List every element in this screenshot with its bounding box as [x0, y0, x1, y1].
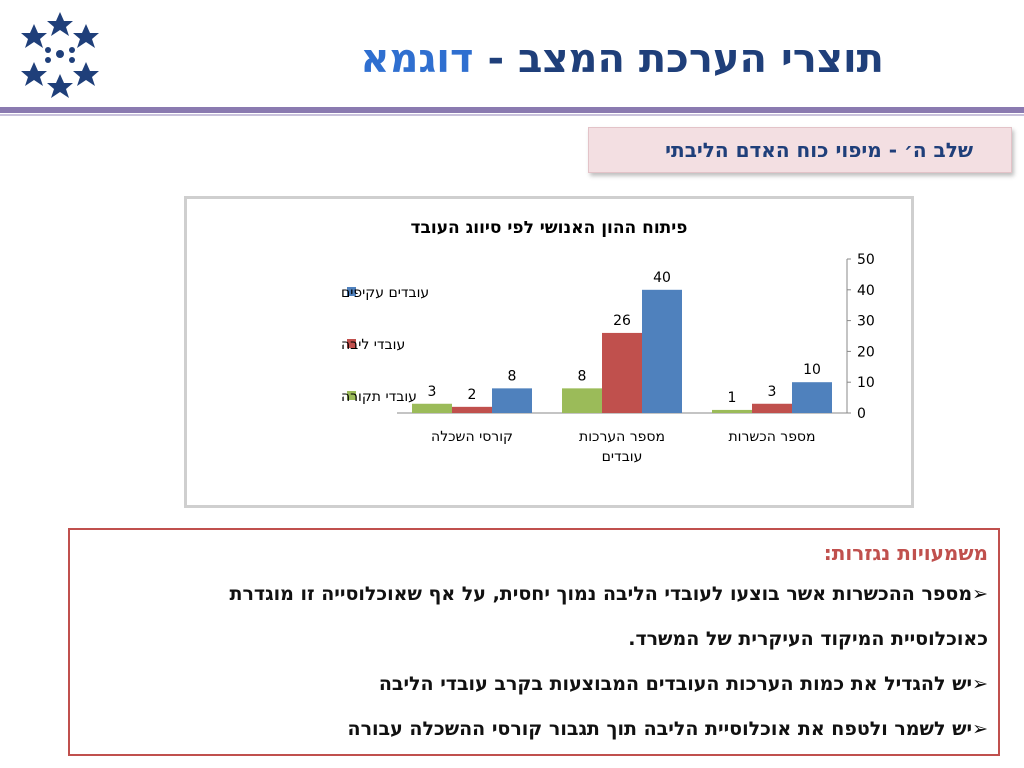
- bullet-arrow-icon: ➢: [972, 673, 988, 695]
- bar-chart: פיתוח ההון האנושי לפי סיווג העובד 0 10 20 30…: [341, 218, 875, 465]
- header-divider-thin: [0, 114, 1024, 116]
- y-tick-label: 10: [857, 375, 875, 391]
- notes-item-3: ➢יש לשמר ולטפח את אוכלוסיית הליבה תוך תג…: [84, 707, 988, 752]
- bar: [492, 388, 532, 413]
- data-label: 8: [508, 368, 517, 384]
- bullet-arrow-icon: ➢: [972, 583, 988, 605]
- legend-swatch: [347, 391, 356, 400]
- bar: [712, 409, 752, 413]
- data-label: 40: [653, 270, 671, 286]
- chart-title: פיתוח ההון האנושי לפי סיווג העובד: [411, 218, 688, 238]
- notes-item-2-text: יש להגדיל את כמות הערכות העובדים המבוצעו…: [378, 673, 973, 695]
- ministry-logo-icon: [21, 12, 99, 98]
- header-divider: [0, 107, 1024, 113]
- bar: [452, 406, 492, 413]
- legend-label: עובדי תקורה: [341, 389, 417, 405]
- y-tick-label: 50: [857, 252, 875, 268]
- data-label: 2: [468, 387, 477, 403]
- category-label: מספר הכשרות: [728, 429, 815, 445]
- legend-swatch: [347, 287, 356, 296]
- data-label: 26: [613, 313, 631, 329]
- notes-item-3-text: יש לשמר ולטפח את אוכלוסיית הליבה תוך תגב…: [347, 718, 973, 740]
- legend-swatch: [347, 339, 356, 348]
- chart-frame: פיתוח ההון האנושי לפי סיווג העובד 0 10 20 30…: [184, 196, 914, 508]
- category-label: מספר הערכות: [579, 429, 665, 445]
- page-title: תוצרי הערכת המצב - דוגמא: [360, 36, 884, 82]
- y-tick-label: 40: [857, 283, 875, 299]
- bar: [752, 403, 792, 413]
- data-label: 8: [578, 368, 587, 384]
- page-title-accent: דוגמא: [360, 36, 474, 82]
- data-label: 10: [803, 362, 821, 378]
- stage-label: שלב ה׳ - מיפוי כוח האדם הליבתי: [665, 138, 973, 162]
- derived-implications-box: משמעויות נגזרות: ➢מספר ההכשרות אשר בוצעו…: [68, 528, 1000, 756]
- notes-item-2: ➢יש להגדיל את כמות הערכות העובדים המבוצע…: [84, 662, 988, 707]
- stage-label-box: שלב ה׳ - מיפוי כוח האדם הליבתי: [588, 127, 1012, 173]
- bar: [412, 403, 452, 413]
- y-tick-label: 20: [857, 344, 875, 360]
- category-label: עובדים: [602, 449, 643, 465]
- category-label: קורסי השכלה: [431, 429, 513, 445]
- bar: [642, 289, 682, 413]
- data-label: 1: [728, 390, 737, 406]
- data-label: 3: [428, 384, 437, 400]
- notes-item-1: ➢מספר ההכשרות אשר בוצעו לעובדי הליבה נמו…: [84, 572, 988, 617]
- chart-area: פיתוח ההון האנושי לפי סיווג העובד 0 10 20 30…: [187, 199, 911, 505]
- notes-heading: משמעויות נגזרות:: [823, 541, 988, 565]
- data-label: 3: [768, 384, 777, 400]
- notes-item-1-continuation: כאוכלוסיית המיקוד העיקרית של המשרד.: [628, 628, 988, 650]
- notes-item-1-text: מספר ההכשרות אשר בוצעו לעובדי הליבה נמוך…: [229, 583, 973, 605]
- bar: [562, 388, 602, 413]
- y-tick-label: 0: [857, 406, 866, 422]
- legend-label: עובדים עקיפים: [341, 285, 429, 301]
- y-tick-label: 30: [857, 314, 875, 330]
- bar: [792, 382, 832, 413]
- page-title-main: תוצרי הערכת המצב -: [487, 36, 884, 82]
- legend-label: עובדי ליבה: [341, 337, 405, 353]
- bullet-arrow-icon: ➢: [972, 718, 988, 740]
- bar: [602, 332, 642, 413]
